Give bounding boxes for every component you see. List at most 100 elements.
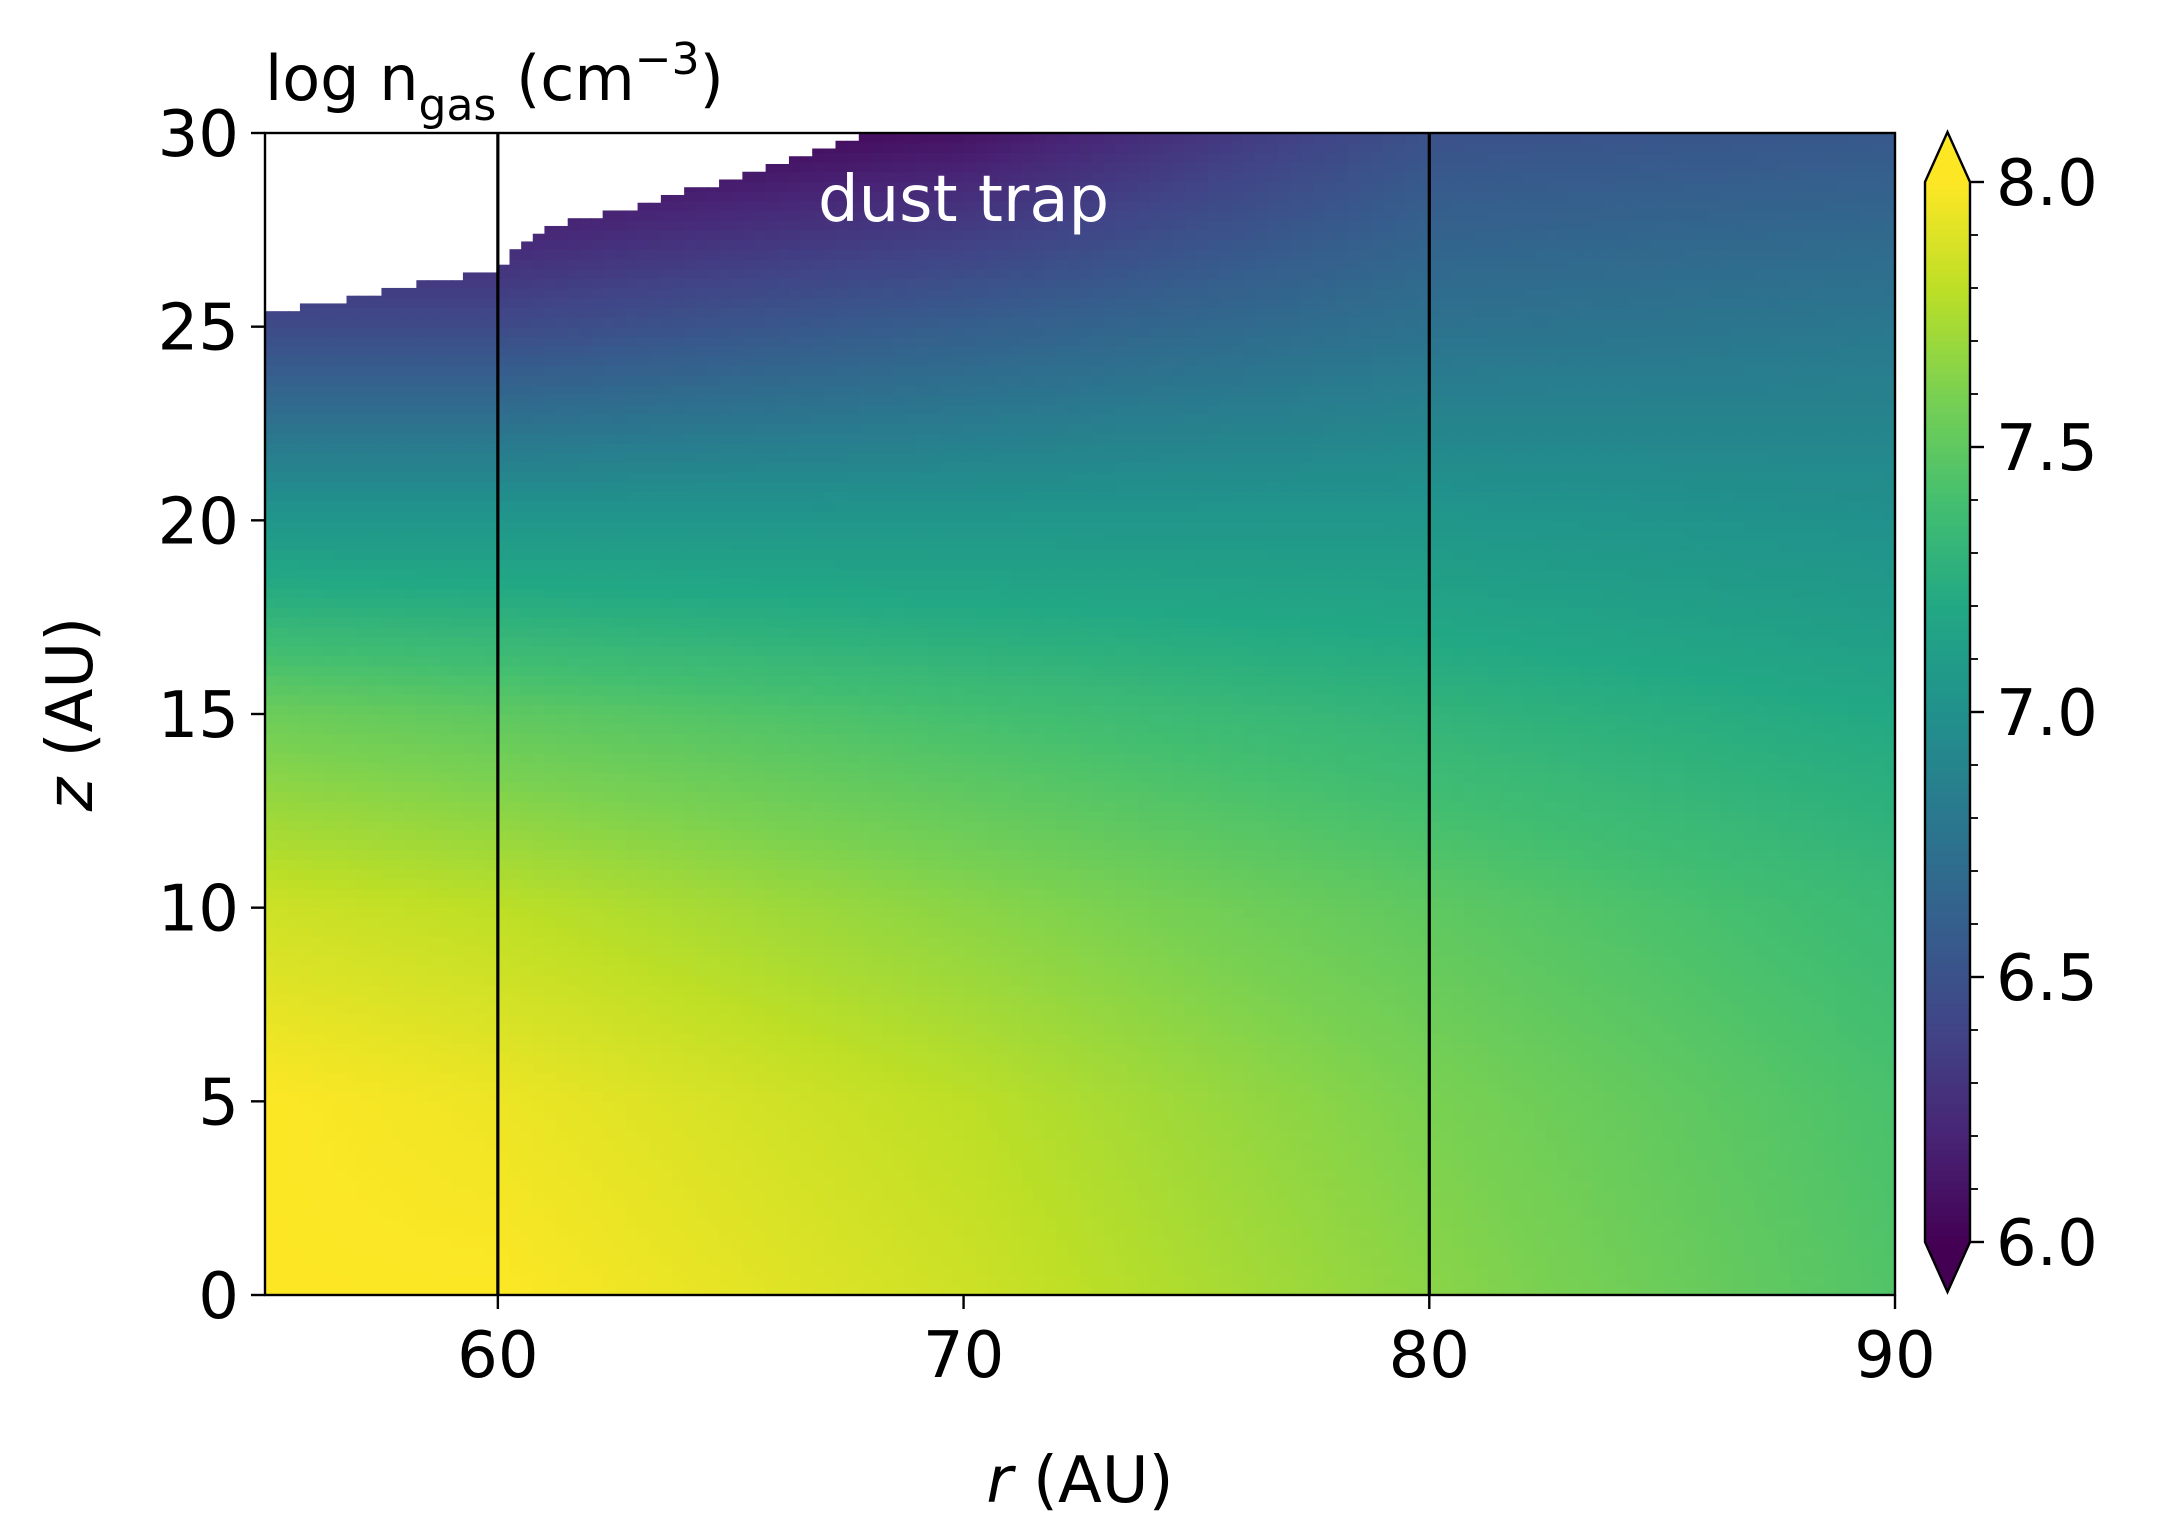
heatmap-cell — [625, 859, 639, 870]
heatmap-cell — [323, 655, 336, 667]
heatmap-cell — [719, 1072, 732, 1083]
heatmap-cell — [695, 810, 709, 822]
heatmap-cell — [602, 820, 615, 831]
heatmap-cell — [497, 1275, 511, 1286]
heatmap-cell — [544, 239, 557, 250]
heatmap-cell — [649, 1159, 662, 1170]
heatmap-cell — [672, 278, 685, 289]
heatmap-cell — [509, 1265, 522, 1277]
heatmap-cell — [497, 1140, 511, 1151]
heatmap-cell — [602, 733, 615, 744]
heatmap-cell — [660, 249, 674, 260]
heatmap-cell — [323, 462, 336, 473]
heatmap-cell — [369, 394, 383, 405]
heatmap-cell — [462, 597, 476, 609]
heatmap-cell — [288, 975, 301, 986]
heatmap-cell — [777, 917, 790, 928]
heatmap-cell — [544, 423, 557, 434]
heatmap-cell — [265, 743, 278, 754]
heatmap-cell — [462, 1101, 476, 1112]
heatmap-cell — [672, 888, 685, 899]
heatmap-cell — [451, 471, 464, 483]
heatmap-cell — [556, 297, 569, 308]
heatmap-cell — [579, 684, 592, 696]
heatmap-cell — [462, 1072, 476, 1083]
heatmap-cell — [439, 530, 452, 541]
heatmap-cell — [462, 1256, 476, 1267]
heatmap-cell — [486, 1285, 499, 1295]
heatmap-cell — [556, 578, 569, 589]
heatmap-cell — [486, 946, 499, 957]
heatmap-cell — [684, 1140, 697, 1151]
heatmap-cell — [439, 636, 452, 647]
heatmap-cell — [742, 820, 755, 831]
heatmap-cell — [369, 297, 383, 308]
heatmap-cell — [660, 1043, 674, 1054]
heatmap-cell — [474, 1043, 487, 1054]
heatmap-cell — [288, 1101, 301, 1112]
heatmap-cell — [299, 878, 313, 889]
heatmap-cell — [719, 607, 732, 618]
heatmap-cell — [719, 936, 732, 947]
heatmap-cell — [637, 714, 650, 725]
heatmap-cell — [486, 781, 499, 793]
heatmap-cell — [276, 1236, 289, 1248]
heatmap-cell — [556, 510, 569, 521]
heatmap-cell — [684, 694, 697, 705]
heatmap-cell — [602, 636, 615, 647]
heatmap-cell — [299, 936, 313, 947]
heatmap-cell — [334, 907, 348, 918]
heatmap-cell — [754, 714, 767, 725]
heatmap-cell — [695, 559, 709, 570]
heatmap-cell — [323, 907, 336, 918]
heatmap-cell — [416, 830, 429, 841]
heatmap-cell — [462, 530, 476, 541]
heatmap-cell — [707, 888, 720, 899]
heatmap-cell — [684, 1256, 697, 1267]
heatmap-cell — [393, 743, 406, 754]
heatmap-cell — [474, 684, 487, 696]
heatmap-cell — [707, 268, 720, 279]
heatmap-cell — [404, 617, 417, 628]
heatmap-cell — [695, 520, 709, 531]
heatmap-cell — [742, 1217, 755, 1228]
heatmap-cell — [451, 810, 464, 822]
heatmap-cell — [311, 907, 324, 918]
heatmap-cell — [299, 752, 313, 764]
heatmap-cell — [777, 772, 790, 783]
heatmap-cell — [428, 617, 441, 628]
heatmap-cell — [742, 607, 755, 618]
heatmap-cell — [707, 316, 720, 328]
heatmap-cell — [276, 936, 289, 947]
heatmap-cell — [707, 994, 720, 1006]
heatmap-cell — [521, 297, 534, 308]
heatmap-cell — [358, 1101, 371, 1112]
heatmap-cell — [323, 1207, 336, 1219]
heatmap-cell — [381, 927, 394, 938]
heatmap-cell — [334, 336, 348, 347]
heatmap-cell — [684, 946, 697, 957]
heatmap-cell — [707, 665, 720, 676]
heatmap-cell — [777, 1227, 790, 1238]
heatmap-cell — [788, 1120, 802, 1131]
heatmap-cell — [707, 210, 720, 221]
heatmap-cell — [358, 1120, 371, 1131]
heatmap-cell — [509, 539, 522, 550]
heatmap-cell — [567, 1111, 580, 1122]
heatmap-cell — [521, 1120, 534, 1131]
heatmap-cell — [393, 346, 406, 357]
heatmap-cell — [649, 423, 662, 434]
heatmap-cell — [742, 578, 755, 589]
heatmap-cell — [276, 694, 289, 705]
heatmap-cell — [730, 336, 743, 347]
heatmap-cell — [393, 1285, 406, 1295]
heatmap-cell — [439, 994, 452, 1006]
heatmap-cell — [474, 500, 487, 512]
heatmap-cell — [649, 239, 662, 250]
heatmap-cell — [602, 1101, 615, 1112]
heatmap-cell — [532, 258, 546, 270]
heatmap-cell — [625, 307, 639, 318]
heatmap-cell — [439, 510, 452, 521]
heatmap-cell — [497, 264, 511, 270]
heatmap-cell — [649, 316, 662, 328]
